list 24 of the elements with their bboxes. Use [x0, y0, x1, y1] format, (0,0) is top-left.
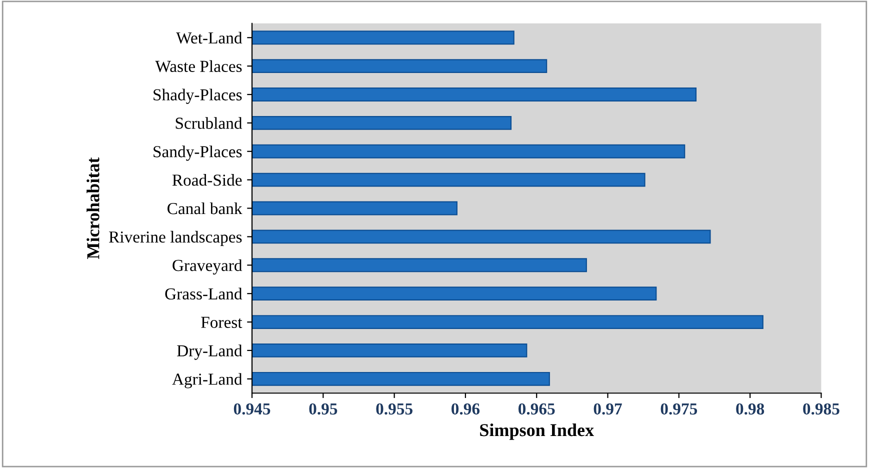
y-tick-label: Shady-Places: [154, 88, 242, 104]
y-tick-label: Waste Places: [155, 60, 242, 72]
x-tick-label: 0.98: [736, 403, 764, 415]
y-tick-label: Riverine landscapes: [109, 230, 242, 246]
x-axis-title: Simpson Index: [480, 424, 594, 440]
y-tick-label: Canal bank: [168, 202, 242, 214]
y-tick-label: Forest: [201, 316, 242, 328]
x-tick-label: 0.955: [376, 403, 412, 415]
x-tick-label: 0.965: [518, 403, 555, 415]
y-tick-label: Road-Side: [172, 174, 242, 186]
y-tick-label: Graveyard: [172, 259, 242, 275]
x-tick-label: 0.975: [660, 403, 698, 415]
y-axis-title: Microhabitat: [86, 157, 100, 259]
x-tick-label: 0.96: [452, 403, 480, 415]
x-tick-label: 0.97: [594, 403, 622, 415]
x-tick-label: 0.95: [309, 403, 338, 415]
x-tick-label: 0.985: [803, 403, 840, 415]
y-tick-label: Grass-Land: [165, 288, 242, 300]
y-tick-label: Dry-Land: [177, 344, 242, 360]
y-tick-label: Scrubland: [176, 117, 242, 129]
y-tick-label: Sandy-Places: [154, 146, 242, 161]
y-tick-label: Wet-Land: [176, 32, 242, 44]
x-tick-label: 0.945: [234, 403, 270, 415]
y-tick-label: Agri-Land: [172, 373, 242, 388]
